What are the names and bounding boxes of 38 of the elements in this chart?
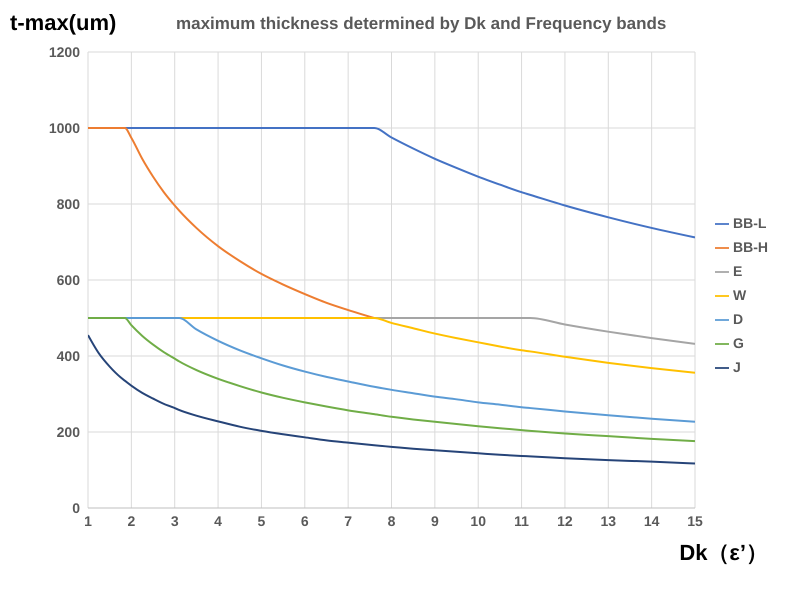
- y-tick-label: 1200: [48, 44, 80, 60]
- x-axis-title: Dk（ε’）: [679, 539, 768, 567]
- legend-label: BB-L: [733, 215, 766, 231]
- x-tick-label: 9: [430, 512, 439, 529]
- line-series: [124, 127, 695, 238]
- y-axis-title: t-max(um): [10, 10, 116, 36]
- legend-label: E: [733, 263, 742, 279]
- x-tick-label: 14: [644, 512, 660, 529]
- legend-label: W: [733, 287, 746, 303]
- y-tick-label: 600: [56, 272, 80, 288]
- legend-label: D: [733, 311, 744, 327]
- line-series: [178, 317, 695, 374]
- x-tick-label: 10: [470, 512, 486, 529]
- y-tick-label: 1000: [48, 120, 80, 136]
- x-tick-label: 4: [214, 512, 222, 529]
- x-tick-label: 5: [258, 512, 266, 529]
- y-tick-label: 800: [56, 196, 80, 212]
- x-tick-label: 2: [127, 512, 136, 529]
- x-tick-label: 8: [388, 512, 396, 529]
- legend-label: G: [733, 335, 744, 351]
- line-series: [88, 127, 376, 319]
- x-tick-label: 15: [687, 512, 703, 529]
- y-tick-label: 400: [56, 348, 80, 364]
- x-tick-label: 12: [557, 512, 573, 529]
- x-tick-label: 11: [514, 512, 530, 529]
- x-tick-label: 3: [170, 512, 179, 529]
- chart-title: maximum thickness determined by Dk and Frequency bands: [176, 14, 666, 34]
- legend-label: J: [733, 359, 741, 375]
- x-tick-label: 1: [84, 512, 92, 529]
- line-series: [88, 334, 695, 465]
- line-series: [124, 317, 695, 423]
- x-tick-label: 13: [600, 512, 616, 529]
- legend-label: BB-H: [733, 239, 768, 255]
- x-tick-label: 7: [344, 512, 352, 529]
- y-tick-label: 200: [56, 424, 80, 440]
- y-tick-label: 0: [72, 500, 80, 516]
- line-series: [88, 317, 695, 442]
- x-tick-label: 6: [300, 512, 309, 529]
